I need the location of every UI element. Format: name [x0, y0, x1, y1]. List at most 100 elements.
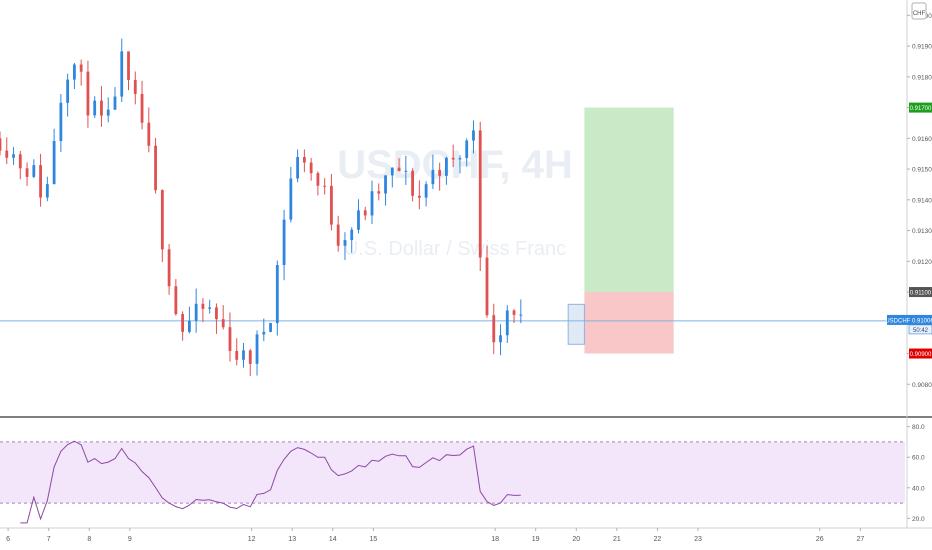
- candle-body: [296, 157, 300, 179]
- candle-body: [431, 169, 435, 185]
- candle-body: [106, 109, 110, 116]
- time-axis[interactable]: 6 7 8 9 12 13 14 15 18 19 20 21 22 23 26 27: [6, 528, 864, 543]
- candle-body: [32, 165, 36, 177]
- candle-body: [235, 350, 239, 360]
- time-tick-label: 8: [87, 536, 91, 543]
- candle-body: [357, 210, 360, 230]
- rsi-tick-label: 40.0: [912, 485, 925, 492]
- price-labels: 0.91700 0.91100 USDCHF 0.91006 50:42 0.90900: [885, 102, 932, 359]
- rsi-axis[interactable]: 80.0 60.0 40.0 20.0: [907, 424, 925, 523]
- candle-body: [147, 122, 151, 146]
- candle-body: [174, 286, 178, 315]
- bar-countdown-tag: [908, 324, 932, 335]
- time-tick-label: 9: [128, 536, 132, 543]
- candle-body: [289, 178, 293, 220]
- candle-body: [445, 157, 448, 176]
- long-position-target-zone[interactable]: [584, 107, 674, 293]
- candle-body: [0, 138, 2, 151]
- time-tick-label: 20: [572, 536, 580, 543]
- candle-body: [5, 150, 9, 158]
- candle-body: [330, 185, 333, 225]
- time-tick-label: 7: [47, 536, 51, 543]
- candle-body: [309, 162, 313, 174]
- candle-body: [512, 310, 516, 315]
- rsi-line: [20, 440, 521, 524]
- candle-body: [282, 219, 286, 266]
- current-price-tag-text: USDCHF 0.91006: [885, 319, 932, 325]
- candle-body: [316, 173, 320, 186]
- candle-body: [478, 130, 482, 258]
- candle-body: [45, 184, 49, 198]
- candle-body: [492, 315, 496, 343]
- candle-body: [201, 303, 205, 309]
- candle-body: [499, 335, 502, 343]
- candle-body: [12, 154, 15, 158]
- price-tag: [909, 287, 932, 298]
- candle-body: [113, 96, 117, 110]
- time-tick-label: 12: [248, 536, 256, 543]
- candle-body: [181, 314, 185, 332]
- candle-body: [66, 79, 70, 103]
- candle-body: [127, 51, 130, 80]
- candle-body: [384, 175, 387, 194]
- candle-body: [52, 141, 56, 185]
- price-tag-text: 0.91700: [910, 106, 932, 112]
- candle-body: [86, 71, 90, 116]
- candle-body: [221, 319, 225, 328]
- date-price-range-box[interactable]: [567, 303, 585, 345]
- time-tick-label: 23: [694, 536, 702, 543]
- candle-body: [73, 64, 76, 80]
- price-tick-label: 0.90800: [912, 382, 932, 389]
- rsi-tick-label: 60.0: [912, 455, 925, 462]
- candle-body: [350, 229, 354, 241]
- candle-body: [397, 167, 401, 172]
- symbol-description-watermark: U.S. Dollar / Swiss Franc: [344, 238, 566, 260]
- candle-body: [262, 331, 266, 335]
- candle-body: [59, 102, 63, 142]
- currency-button[interactable]: [911, 2, 927, 20]
- time-tick-label: 14: [329, 536, 337, 543]
- candle-body: [269, 323, 272, 332]
- price-tag: [909, 102, 932, 113]
- time-tick-label: 18: [491, 536, 499, 543]
- candle-body: [438, 169, 442, 176]
- candle-body: [363, 210, 367, 216]
- price-tag-text: 0.91100: [910, 290, 932, 296]
- candle-body: [424, 184, 428, 198]
- candle-body: [248, 350, 252, 364]
- candle-body: [167, 249, 171, 287]
- candle-body: [255, 334, 259, 364]
- candle-body: [242, 350, 245, 360]
- rsi-band: [0, 441, 905, 504]
- time-tick-label: 26: [816, 536, 824, 543]
- currency-label[interactable]: CHF: [913, 11, 926, 17]
- candle-body: [417, 195, 421, 198]
- candle-body: [336, 224, 340, 246]
- candle-body: [519, 314, 523, 316]
- candle-body: [377, 191, 381, 194]
- candle-body: [208, 307, 212, 309]
- candle-body: [100, 100, 103, 116]
- long-position-stop-zone[interactable]: [584, 292, 674, 354]
- candle-body: [79, 64, 83, 72]
- candle-body: [458, 158, 462, 160]
- candle-body: [505, 310, 509, 336]
- candle-body: [160, 190, 164, 250]
- candle-body: [187, 320, 191, 332]
- time-tick-label: 13: [288, 536, 296, 543]
- candle-body: [93, 100, 97, 116]
- time-tick-label: 15: [369, 536, 377, 543]
- candle-body: [25, 168, 29, 177]
- candle-body: [39, 165, 42, 198]
- candle-body: [411, 170, 414, 196]
- time-tick-label: 22: [654, 536, 662, 543]
- price-tag-text: 0.90900: [910, 352, 932, 358]
- rsi-tick-label: 80.0: [912, 424, 925, 431]
- candle-body: [133, 79, 137, 94]
